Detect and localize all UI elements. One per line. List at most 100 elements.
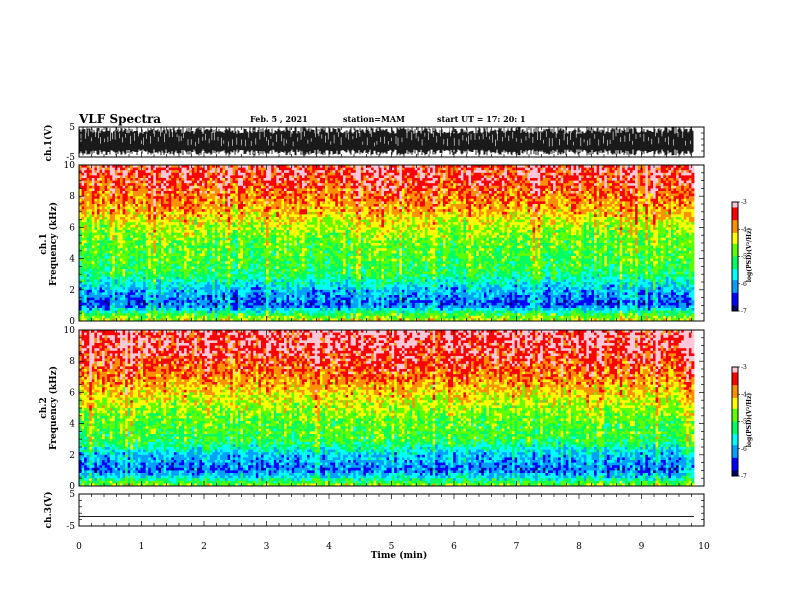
ch1-spectrogram-cell [428, 170, 431, 173]
ch1-spectrogram-cell [374, 196, 377, 199]
ch1-spectrogram-cell [471, 196, 474, 199]
ch1-spectrogram-cell [210, 199, 213, 202]
ch1-spectrogram-cell [584, 181, 587, 184]
ch1-spectrogram-cell [563, 183, 566, 186]
ch1-spectrogram-cell [522, 175, 525, 178]
ch1-spectrogram-cell [440, 196, 443, 199]
ch1-spectrogram-cell [584, 196, 587, 199]
ch1-spectrogram-cell [620, 196, 623, 199]
ch1-spectrogram-cell [299, 191, 302, 194]
ch1-spectrogram-cell [676, 168, 679, 171]
ch1-spectrogram-cell [199, 191, 202, 194]
ch1-spectrogram-cell [484, 191, 487, 194]
ch1-spectrogram-cell [515, 186, 518, 189]
ch1-spectrogram-cell [353, 186, 356, 189]
ch1-spectrogram-cell [584, 173, 587, 176]
ch1-spectrogram-cell [668, 196, 671, 199]
ch1-spectrogram-cell [650, 191, 653, 194]
ch1-spectrogram-cell [387, 196, 390, 199]
ch1-spectrogram-cell [410, 186, 413, 189]
ch1-spectrogram-cell [92, 181, 95, 184]
ch1-spectrogram-cell [527, 194, 530, 197]
ch1-spectrogram-cell [169, 178, 172, 181]
ch1-spectrogram-cell [343, 194, 346, 197]
ch1-spectrogram-cell [100, 201, 103, 204]
ch1-spectrogram-cell [189, 173, 192, 176]
ch1-spectrogram-cell [199, 194, 202, 197]
ch1-spectrogram-cell [322, 175, 325, 178]
ch1-spectrogram-cell [281, 178, 284, 181]
ch1-spectrogram-cell [258, 168, 261, 171]
ch1-spectrogram-cell [568, 183, 571, 186]
ch1-spectrogram-cell [451, 194, 454, 197]
ch1-spectrogram-cell [141, 201, 144, 204]
ch1-spectrogram-cell [548, 181, 551, 184]
ch1-spectrogram-cell [497, 199, 500, 202]
ch1-spectrogram-cell [574, 170, 577, 173]
ch1-spectrogram-cell [489, 181, 492, 184]
ch1-spectrogram-cell [515, 196, 518, 199]
ch1-spectrogram-cell [369, 186, 372, 189]
ch1-spectrogram-cell [599, 175, 602, 178]
ch1-spectrogram-cell [325, 168, 328, 171]
ch1-spectrogram-cell [666, 173, 669, 176]
ch1-spectrogram-cell [148, 188, 151, 191]
ch1-spectrogram-cell [689, 181, 692, 184]
ch1-spectrogram-cell [335, 175, 338, 178]
ch1-spectrogram-cell [371, 188, 374, 191]
ch1-spectrogram-cell [484, 170, 487, 173]
ch1-spectrogram-cell [579, 170, 582, 173]
ch1-spectrogram-cell [243, 181, 246, 184]
ch1-spectrogram-cell [184, 199, 187, 202]
ch1-spectrogram-cell [599, 181, 602, 184]
ch1-spectrogram-cell [535, 181, 538, 184]
ch1-spectrogram-cell [289, 170, 292, 173]
ch1-spectrogram-cell [381, 178, 384, 181]
ch1-spectrogram-cell [141, 191, 144, 194]
ch1-spectrogram-cell [571, 196, 574, 199]
ch1-spectrogram-cell [668, 186, 671, 189]
ch1-spectrogram-cell [176, 186, 179, 189]
ch1-spectrogram-cell [440, 175, 443, 178]
ch1-spectrogram-cell [238, 194, 241, 197]
ch1-spectrogram-cell [635, 170, 638, 173]
ch1-spectrogram-cell [164, 183, 167, 186]
ch1-spectrogram-cell [220, 194, 223, 197]
ch1-spectrogram-cell [146, 173, 149, 176]
ch1-spectrogram-cell [507, 183, 510, 186]
ch1-spectrogram-cell [363, 181, 366, 184]
ch1-spectrogram-cell [256, 168, 259, 171]
ch1-spectrogram-cell [561, 178, 564, 181]
ch1-spectrogram-cell [100, 196, 103, 199]
ch1-spectrogram-cell [353, 170, 356, 173]
ch1-spectrogram-cell [417, 175, 420, 178]
ch1-spectrogram-cell [525, 175, 528, 178]
ch1-spectrogram-cell [479, 188, 482, 191]
ch1-spectrogram-cell [363, 183, 366, 186]
ch1-spectrogram-cell [474, 194, 477, 197]
ch1-spectrogram-cell [253, 194, 256, 197]
ch1-spectrogram-cell [133, 186, 136, 189]
ch1-spectrogram-cell [215, 175, 218, 178]
ch1-spectrogram-cell [410, 175, 413, 178]
ch1-spectrogram-cell [527, 181, 530, 184]
ch1-spectrogram-cell [171, 181, 174, 184]
ch1-spectrogram-cell [141, 175, 144, 178]
ch1-spectrogram-cell [479, 199, 482, 202]
ch1-spectrogram-cell [658, 168, 661, 171]
ch1-spectrogram-cell [381, 175, 384, 178]
ch1-spectrogram-cell [297, 183, 300, 186]
ch1-spectrogram-cell [499, 199, 502, 202]
ch1-spectrogram-cell [261, 168, 264, 171]
ch1-spectrogram-cell [340, 199, 343, 202]
ch1-spectrogram-cell [422, 168, 425, 171]
ch1-spectrogram-cell [348, 175, 351, 178]
ch1-spectrogram-cell [284, 181, 287, 184]
ch1-spectrogram-cell [604, 186, 607, 189]
ch1-spectrogram-cell [399, 191, 402, 194]
ch1-spectrogram-cell [520, 170, 523, 173]
ch1-spectrogram-cell [189, 201, 192, 204]
ch1-spectrogram-cell [299, 173, 302, 176]
ch1-spectrogram-cell [346, 175, 349, 178]
ch1-spectrogram-cell [522, 194, 525, 197]
